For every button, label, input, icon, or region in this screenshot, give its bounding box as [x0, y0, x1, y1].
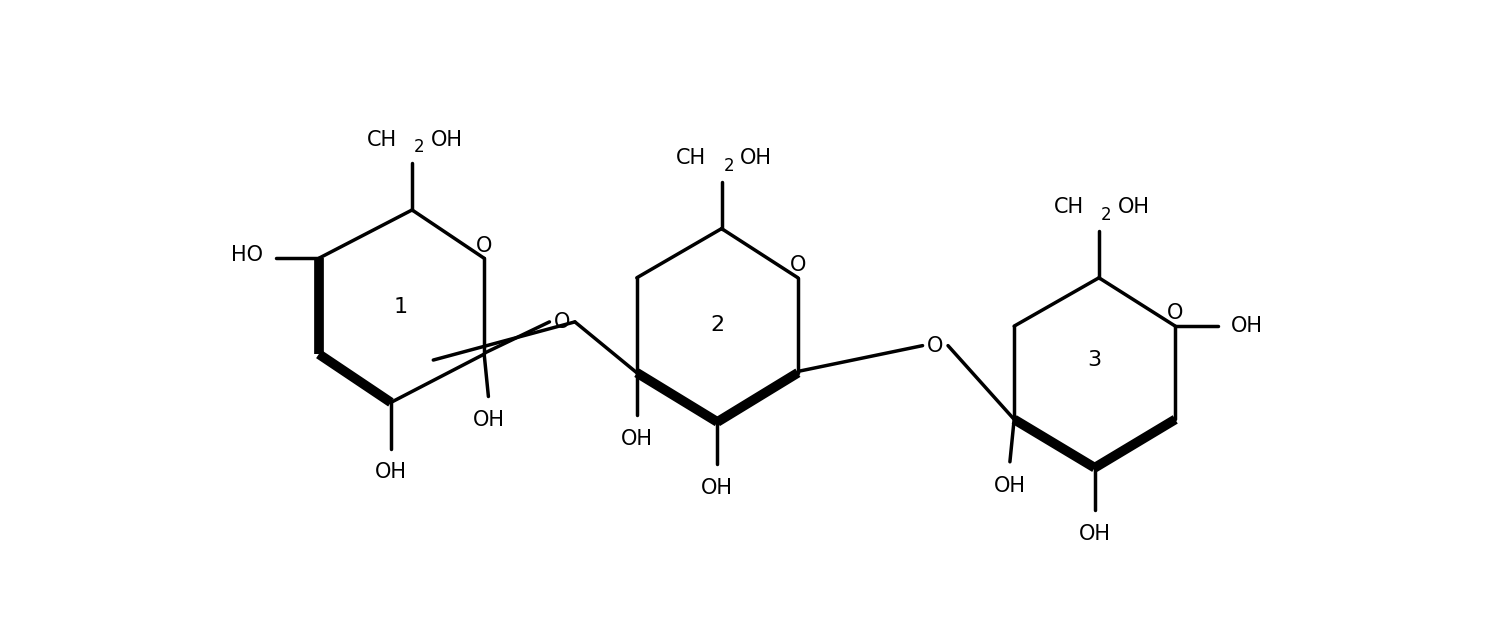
Text: O: O	[555, 312, 570, 332]
Text: OH: OH	[472, 410, 504, 430]
Text: 2: 2	[711, 315, 724, 335]
Text: O: O	[926, 336, 943, 355]
Text: OH: OH	[621, 429, 652, 449]
Text: O: O	[477, 236, 492, 255]
Text: OH: OH	[702, 478, 733, 498]
Text: 3: 3	[1088, 350, 1102, 370]
Text: OH: OH	[375, 462, 406, 482]
Text: O: O	[790, 255, 806, 275]
Text: HO: HO	[231, 245, 262, 265]
Text: OH: OH	[994, 476, 1025, 496]
Text: CH: CH	[367, 130, 397, 150]
Text: OH: OH	[430, 130, 463, 150]
Text: OH: OH	[741, 148, 772, 168]
Text: OH: OH	[1231, 316, 1264, 336]
Text: CH: CH	[676, 148, 706, 168]
Text: O: O	[1168, 303, 1183, 323]
Text: 2: 2	[724, 157, 735, 175]
Text: OH: OH	[1079, 524, 1111, 544]
Text: 2: 2	[1100, 206, 1111, 224]
Text: 2: 2	[414, 138, 424, 156]
Text: 1: 1	[394, 297, 408, 316]
Text: CH: CH	[1054, 198, 1084, 218]
Text: OH: OH	[1118, 198, 1150, 218]
